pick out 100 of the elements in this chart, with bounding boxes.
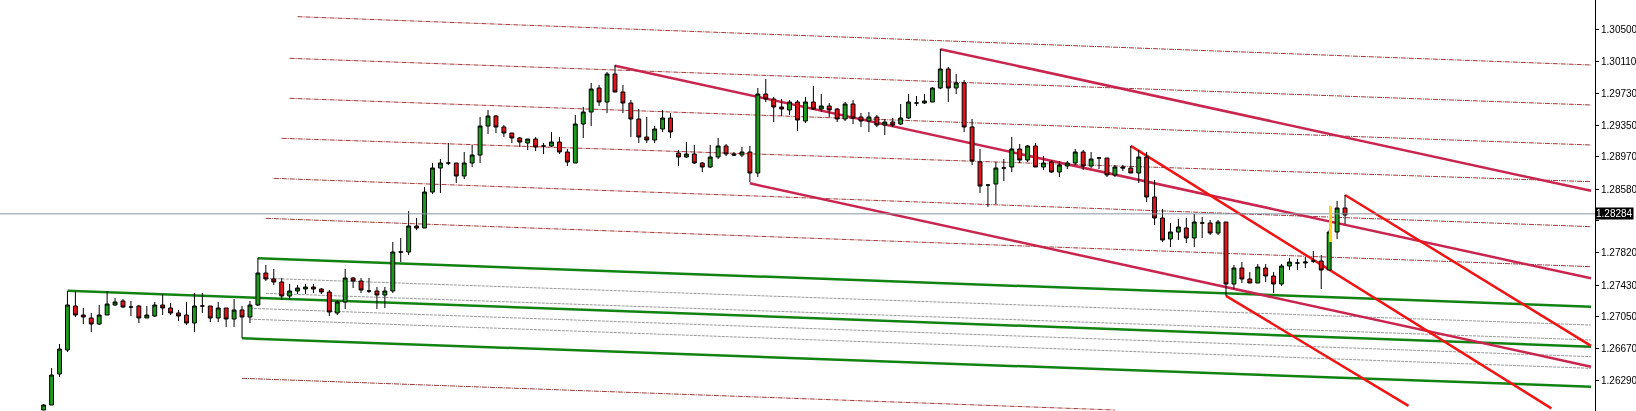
candlestick xyxy=(207,305,213,323)
candlestick xyxy=(564,148,570,167)
candlestick xyxy=(112,297,118,307)
candlestick xyxy=(557,136,562,155)
candlestick xyxy=(398,237,404,263)
y-tick-label: 1.27050 xyxy=(1601,311,1636,323)
candlestick xyxy=(810,85,816,111)
candlestick xyxy=(549,131,554,148)
candlestick xyxy=(1294,258,1300,271)
candlestick xyxy=(525,138,531,151)
candlestick xyxy=(1175,218,1181,241)
candlestick xyxy=(1310,250,1316,264)
candlestick xyxy=(1223,221,1229,297)
candlestick xyxy=(65,290,70,353)
candlestick xyxy=(731,151,737,157)
candlestick xyxy=(580,106,586,139)
candlestick xyxy=(890,117,896,128)
y-tick-label: 1.27820 xyxy=(1601,247,1636,258)
candlestick xyxy=(437,158,443,194)
candlestick xyxy=(1056,160,1062,178)
candlestick xyxy=(1215,219,1221,236)
candlestick xyxy=(88,312,94,333)
candlestick xyxy=(191,292,197,333)
candlestick xyxy=(477,116,483,164)
candlestick xyxy=(223,307,229,328)
candlestick xyxy=(414,217,420,231)
candlestick xyxy=(430,162,435,195)
candlestick xyxy=(826,102,832,118)
candlestick xyxy=(461,151,467,180)
candlestick xyxy=(390,241,396,294)
candlestick xyxy=(41,403,47,411)
candlestick xyxy=(676,149,681,167)
candlestick xyxy=(1183,217,1189,244)
candlestick xyxy=(739,146,745,158)
candlestick xyxy=(779,98,785,117)
candlestick xyxy=(977,148,983,194)
candlestick xyxy=(763,78,769,103)
y-tick-label: 1.29730 xyxy=(1601,87,1636,99)
candlestick xyxy=(929,86,935,103)
candlestick xyxy=(326,289,332,317)
candlestick xyxy=(1334,200,1340,240)
y-tick-label: 1.29350 xyxy=(1601,119,1636,131)
candlestick xyxy=(802,96,808,124)
candlestick xyxy=(588,82,594,127)
candlestick xyxy=(501,124,507,138)
candlestick xyxy=(660,109,666,133)
candlestick xyxy=(628,99,634,138)
candlestick xyxy=(239,305,245,339)
candlestick xyxy=(168,302,174,316)
candlestick xyxy=(953,73,959,95)
candlestick xyxy=(485,109,491,135)
candlestick xyxy=(1104,157,1110,178)
candlestick xyxy=(1072,148,1078,166)
candlestick xyxy=(136,304,142,324)
candlestick xyxy=(271,268,277,286)
candlestick xyxy=(1271,271,1277,294)
candlestick xyxy=(1144,151,1150,203)
candlestick xyxy=(57,343,62,378)
candlestick xyxy=(914,95,919,107)
candlestick xyxy=(1239,261,1245,284)
candlestick xyxy=(787,99,793,116)
candlestick xyxy=(358,277,364,294)
candlestick xyxy=(1191,213,1197,248)
y-tick-label: 1.26290 xyxy=(1601,374,1636,386)
candlestick xyxy=(422,186,427,229)
candlestick xyxy=(469,144,475,168)
candlestick xyxy=(1231,264,1237,290)
candlestick xyxy=(620,84,626,114)
candlestick xyxy=(1088,151,1094,169)
candlestick xyxy=(898,103,904,126)
candlestick xyxy=(342,268,348,310)
y-tick-label: 1.30500 xyxy=(1601,23,1636,35)
candlestick xyxy=(295,284,301,295)
candlestick xyxy=(509,132,515,144)
y-tick-label: 1.28580 xyxy=(1601,183,1636,195)
candlestick xyxy=(176,309,181,322)
candlestick xyxy=(382,286,388,309)
candlestick xyxy=(1136,149,1142,184)
candlestick xyxy=(572,114,578,164)
candlestick xyxy=(882,118,888,136)
candlestick xyxy=(453,162,459,184)
candlestick xyxy=(699,161,705,173)
candlestick xyxy=(1009,136,1015,173)
candlestick xyxy=(287,283,293,301)
candlestick xyxy=(747,145,753,183)
candlestick xyxy=(1064,160,1070,170)
candlestick xyxy=(1025,144,1031,163)
candlestick xyxy=(247,300,253,324)
candlestick xyxy=(152,301,158,318)
candlestick xyxy=(1207,219,1213,236)
candlestick xyxy=(231,298,237,328)
candlestick xyxy=(533,136,539,152)
candlestick xyxy=(1255,263,1261,284)
candlestick xyxy=(80,307,86,325)
candlestick xyxy=(1318,254,1324,290)
candlestick xyxy=(318,287,324,295)
candlestick xyxy=(652,125,658,144)
candlestick xyxy=(906,93,912,120)
candlestick xyxy=(961,79,967,133)
y-tick-label: 1.26670 xyxy=(1601,342,1636,354)
